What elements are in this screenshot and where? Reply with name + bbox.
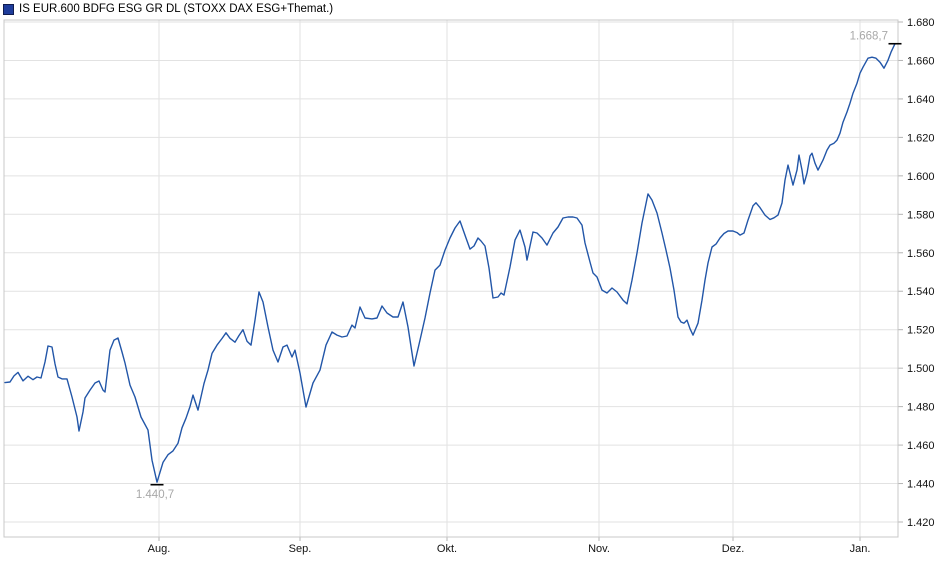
low-value-label: 1.440,7	[136, 489, 174, 501]
plot-border	[3, 19, 899, 538]
plot-area[interactable]	[4, 20, 898, 537]
high-value-label: 1.668,7	[850, 31, 888, 43]
y-axis-tick-label: 1.520	[907, 325, 935, 337]
legend: IS EUR.600 BDFG ESG GR DL (STOXX DAX ESG…	[3, 3, 333, 15]
y-axis-tick-label: 1.500	[907, 363, 935, 375]
y-axis-tick-label: 1.420	[907, 517, 935, 529]
x-axis-tick-label: Jan.	[850, 543, 871, 555]
y-axis-tick-label: 1.560	[907, 248, 935, 260]
y-axis-tick-label: 1.540	[907, 286, 935, 298]
chart-title: IS EUR.600 BDFG ESG GR DL (STOXX DAX ESG…	[19, 3, 334, 15]
y-axis-tick-label: 1.660	[907, 55, 935, 67]
y-axis-tick-label: 1.680	[907, 17, 935, 29]
x-axis-tick-label: Dez.	[722, 543, 745, 555]
series-marker-icon	[3, 3, 14, 15]
x-axis-tick-label: Aug.	[148, 543, 171, 555]
y-axis-tick-label: 1.460	[907, 440, 935, 452]
x-axis-tick-label: Nov.	[588, 543, 610, 555]
x-axis-tick-label: Okt.	[437, 543, 457, 555]
y-axis-tick-label: 1.440	[907, 479, 935, 491]
y-axis-tick-label: 1.640	[907, 94, 935, 106]
price-line	[4, 43, 896, 483]
y-axis-tick-label: 1.480	[907, 402, 935, 414]
y-axis-tick-label: 1.600	[907, 171, 935, 183]
x-axis-tick-label: Sep.	[289, 543, 312, 555]
y-axis-tick-label: 1.620	[907, 132, 935, 144]
y-axis-tick-label: 1.580	[907, 209, 935, 221]
